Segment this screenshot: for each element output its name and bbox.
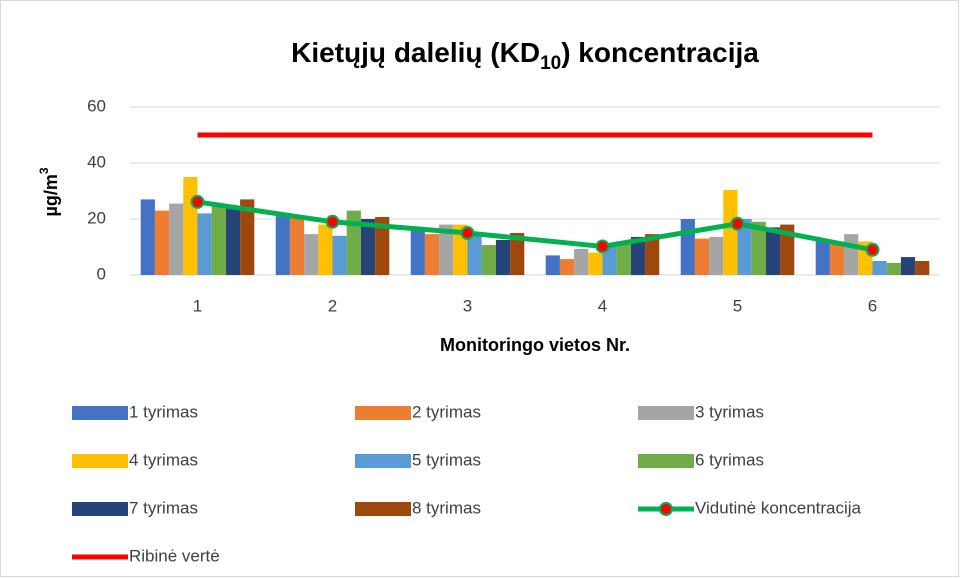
bar bbox=[829, 244, 845, 275]
legend-swatch bbox=[638, 406, 694, 420]
bar bbox=[289, 216, 305, 275]
y-tick-label: 20 bbox=[87, 208, 106, 227]
legend-swatch bbox=[355, 406, 411, 420]
bar bbox=[900, 257, 916, 275]
bar bbox=[225, 207, 241, 275]
bar bbox=[346, 210, 361, 275]
y-tick-label: 60 bbox=[87, 96, 106, 115]
y-tick-label: 40 bbox=[87, 152, 106, 171]
x-tick-label: 5 bbox=[733, 296, 742, 315]
legend-swatch bbox=[72, 454, 128, 468]
marker bbox=[460, 226, 475, 240]
legend-label: 2 tyrimas bbox=[412, 402, 481, 421]
y-tick-label: 0 bbox=[97, 264, 106, 283]
bar bbox=[197, 213, 212, 275]
legend-label: Ribinė vertė bbox=[129, 546, 220, 565]
x-tick-label: 2 bbox=[328, 296, 337, 315]
legend-label: 1 tyrimas bbox=[129, 402, 198, 421]
legend-label: 4 tyrimas bbox=[129, 450, 198, 469]
bar bbox=[375, 217, 390, 275]
legend-label: 6 tyrimas bbox=[695, 450, 764, 469]
bar bbox=[545, 255, 560, 275]
bar bbox=[616, 241, 631, 275]
bar bbox=[709, 236, 724, 275]
y-axis-title: µg/m3 bbox=[37, 167, 61, 216]
legend-label: 5 tyrimas bbox=[412, 450, 481, 469]
bar bbox=[780, 224, 795, 275]
ylabel-superscript: 3 bbox=[37, 167, 51, 174]
marker bbox=[190, 194, 205, 209]
bar bbox=[574, 248, 589, 275]
marker bbox=[595, 239, 610, 254]
bar bbox=[723, 189, 738, 275]
legend-marker bbox=[659, 502, 673, 516]
marker bbox=[325, 214, 340, 229]
legend-swatch bbox=[72, 502, 128, 516]
bar bbox=[211, 205, 226, 275]
bar bbox=[815, 240, 830, 275]
x-axis-title: Monitoringo vietos Nr. bbox=[440, 335, 630, 355]
bar bbox=[140, 199, 155, 275]
line bbox=[197, 199, 873, 253]
bar bbox=[559, 259, 575, 275]
bar bbox=[844, 234, 859, 275]
legend-label: 7 tyrimas bbox=[129, 498, 198, 517]
bar bbox=[275, 216, 290, 275]
bar bbox=[332, 235, 347, 275]
bar bbox=[481, 245, 496, 275]
bar bbox=[510, 233, 525, 275]
bar bbox=[154, 210, 170, 275]
marker bbox=[730, 216, 745, 231]
title-part: Kietųjų dalelių (KD bbox=[291, 37, 540, 68]
bar bbox=[694, 238, 710, 275]
legend-swatch bbox=[638, 454, 694, 468]
legend-swatch bbox=[355, 454, 411, 468]
title-subscript: 10 bbox=[540, 53, 561, 74]
bar bbox=[588, 252, 603, 275]
legend-label: 3 tyrimas bbox=[695, 402, 764, 421]
x-tick-label: 6 bbox=[868, 296, 877, 315]
marker bbox=[865, 242, 880, 257]
bar bbox=[737, 219, 752, 275]
x-tick-label: 1 bbox=[193, 296, 202, 315]
bar bbox=[886, 262, 901, 275]
bar bbox=[183, 177, 198, 275]
bar bbox=[872, 261, 887, 275]
bar bbox=[439, 224, 454, 275]
ylabel-part: µg/m bbox=[41, 174, 61, 216]
bar bbox=[410, 229, 425, 275]
bar bbox=[765, 227, 781, 275]
legend-label: 8 tyrimas bbox=[412, 498, 481, 517]
bar bbox=[467, 233, 482, 275]
bar bbox=[645, 234, 660, 275]
chart-title: Kietųjų dalelių (KD10) koncentracija bbox=[291, 37, 759, 74]
x-tick-label: 4 bbox=[598, 296, 607, 315]
bar bbox=[318, 224, 333, 275]
legend-label: Vidutinė koncentracija bbox=[695, 498, 862, 517]
bar bbox=[240, 199, 255, 275]
bar bbox=[751, 221, 766, 275]
bar bbox=[169, 203, 184, 275]
title-part: ) koncentracija bbox=[561, 37, 759, 68]
bar bbox=[495, 240, 511, 275]
bar bbox=[680, 219, 695, 275]
bar bbox=[360, 219, 376, 275]
bar bbox=[915, 261, 930, 275]
bar bbox=[304, 234, 319, 275]
bar bbox=[630, 236, 646, 275]
legend-swatch bbox=[72, 406, 128, 420]
legend-swatch bbox=[355, 502, 411, 516]
bar bbox=[424, 234, 440, 275]
x-tick-label: 3 bbox=[463, 296, 472, 315]
